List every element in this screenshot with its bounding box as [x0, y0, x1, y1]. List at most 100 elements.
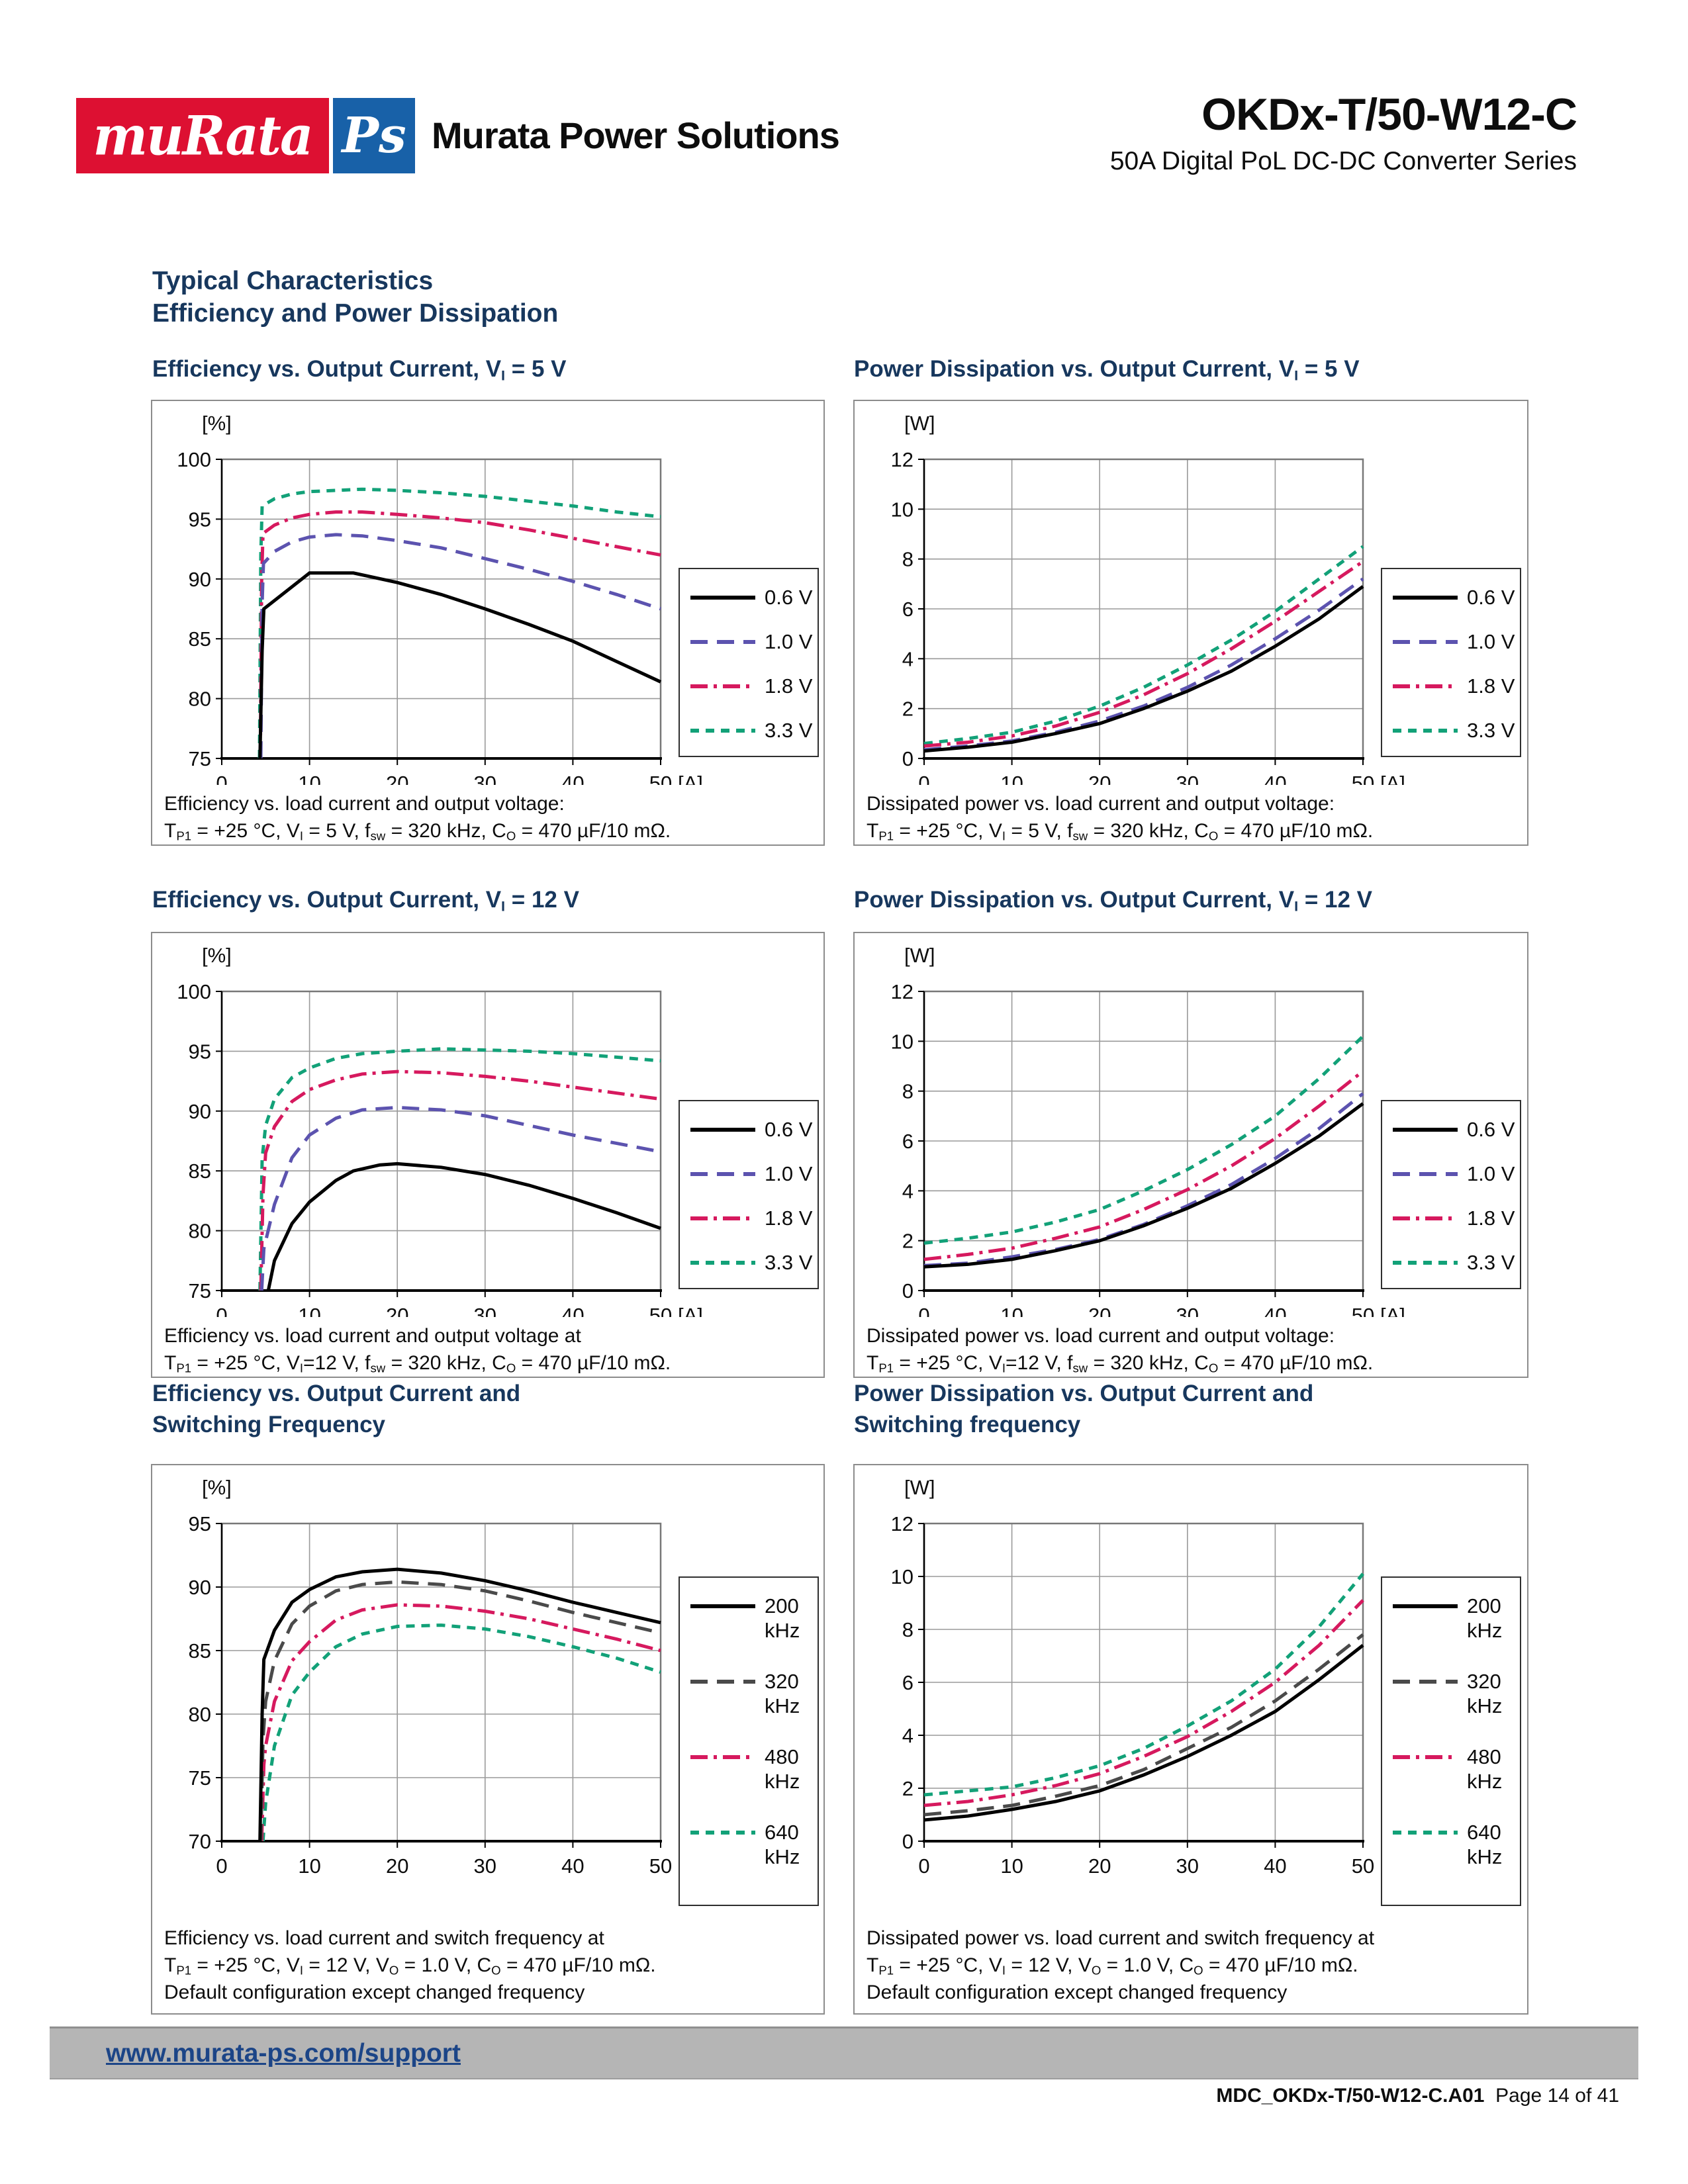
chart-panel-eff-12v: 75 80 85 90 95 100 0 10 20 30 40 50 [A] [%] 0.6 V 1.0… — [151, 932, 825, 1378]
svg-text:4: 4 — [902, 647, 914, 670]
svg-text:0: 0 — [216, 772, 227, 785]
svg-text:100: 100 — [177, 980, 211, 1003]
chart-title-eff-5v: Efficiency vs. Output Current, VI = 5 V — [152, 356, 567, 384]
svg-text:[%]: [%] — [202, 412, 232, 435]
svg-text:2: 2 — [902, 1777, 914, 1800]
legend-item: 0.6 V — [1391, 1117, 1516, 1142]
chart-panel-pd-5v: 0 2 4 6 8 10 12 0 10 20 30 40 50 [A] [W] 0.6 V 1.0 V 1… — [853, 400, 1528, 846]
svg-text:2: 2 — [902, 698, 914, 721]
legend-label: 480 kHz — [765, 1745, 800, 1793]
legend-label: 1.0 V — [765, 630, 813, 653]
svg-text:8: 8 — [902, 548, 914, 571]
legend-item: 1.8 V — [1391, 1206, 1516, 1230]
svg-text:20: 20 — [1088, 1304, 1111, 1317]
legend-item: 1.8 V — [689, 1206, 814, 1230]
chart-legend: 200 kHz 320 kHz 480 kHz 640 kHz — [679, 1576, 819, 1906]
legend-label: 0.6 V — [765, 586, 813, 609]
svg-text:10: 10 — [298, 772, 320, 785]
svg-text:20: 20 — [386, 1854, 408, 1878]
svg-text:30: 30 — [474, 772, 496, 785]
svg-text:75: 75 — [189, 1279, 211, 1302]
legend-label: 1.0 V — [765, 1162, 813, 1185]
legend-label: 1.8 V — [765, 1206, 813, 1230]
legend-item: 3.3 V — [1391, 1250, 1516, 1275]
legend-item: 1.8 V — [1391, 674, 1516, 698]
legend-item: 3.3 V — [1391, 718, 1516, 743]
footer-page-number: Page 14 of 41 — [1495, 2085, 1619, 2107]
legend-line-sample — [1393, 1755, 1458, 1759]
legend-item: 3.3 V — [689, 1250, 814, 1275]
svg-text:50: 50 — [649, 1304, 672, 1317]
chart-caption: Dissipated power vs. load current and ou… — [867, 793, 1374, 843]
svg-text:80: 80 — [189, 1220, 211, 1243]
svg-text:85: 85 — [189, 1160, 211, 1183]
legend-line-sample — [1393, 595, 1458, 600]
svg-text:40: 40 — [1264, 772, 1286, 785]
svg-text:6: 6 — [902, 1130, 914, 1153]
svg-text:100: 100 — [177, 448, 211, 471]
legend-item: 0.6 V — [689, 1117, 814, 1142]
svg-text:85: 85 — [189, 627, 211, 651]
svg-text:40: 40 — [1264, 1854, 1286, 1878]
chart-legend: 0.6 V 1.0 V 1.8 V 3.3 V — [679, 1100, 819, 1289]
legend-line-sample — [690, 1171, 755, 1176]
svg-text:[A]: [A] — [1380, 772, 1405, 785]
legend-line-sample — [690, 1127, 755, 1132]
legend-item: 1.0 V — [1391, 629, 1516, 654]
svg-text:[A]: [A] — [1380, 1304, 1405, 1317]
svg-text:10: 10 — [298, 1854, 320, 1878]
legend-label: 0.6 V — [765, 1118, 813, 1141]
legend-label: 0.6 V — [1467, 586, 1515, 609]
svg-text:30: 30 — [1176, 772, 1199, 785]
svg-text:2: 2 — [902, 1230, 914, 1253]
legend-item: 200 kHz — [1391, 1594, 1516, 1643]
legend-line-sample — [1393, 639, 1458, 644]
legend-item: 320 kHz — [1391, 1669, 1516, 1718]
legend-label: 200 kHz — [1467, 1594, 1503, 1642]
svg-text:50: 50 — [1352, 772, 1374, 785]
svg-text:95: 95 — [189, 1040, 211, 1063]
legend-line-sample — [1393, 1127, 1458, 1132]
legend-line-sample — [690, 1260, 755, 1265]
chart-panel-eff-5v: 75 80 85 90 95 100 0 10 20 30 40 50 [A] [%] 0.6 V 1.0… — [151, 400, 825, 846]
chart-plot: 75 80 85 90 95 100 0 10 20 30 40 50 [A] [%] — [177, 944, 703, 1317]
chart-caption: Efficiency vs. load current and output v… — [164, 1325, 671, 1375]
chart-title-pd-12v: Power Dissipation vs. Output Current, VI… — [854, 887, 1373, 915]
footer-bar: www.murata-ps.com/support — [50, 2026, 1638, 2079]
svg-text:0: 0 — [902, 747, 914, 770]
legend-label: 1.8 V — [765, 674, 813, 698]
legend-label: 200 kHz — [765, 1594, 800, 1642]
legend-line-sample — [690, 1680, 755, 1684]
svg-text:50: 50 — [1352, 1854, 1374, 1878]
chart-title-eff-12v: Efficiency vs. Output Current, VI = 12 V — [152, 887, 579, 915]
support-link[interactable]: www.murata-ps.com/support — [106, 2039, 461, 2068]
company-name: Murata Power Solutions — [432, 114, 840, 156]
svg-text:90: 90 — [189, 568, 211, 591]
svg-text:10: 10 — [891, 498, 914, 521]
legend-line-sample — [690, 639, 755, 644]
legend-item: 640 kHz — [1391, 1820, 1516, 1869]
chart-caption: Efficiency vs. load current and output v… — [164, 793, 671, 843]
legend-item: 480 kHz — [1391, 1745, 1516, 1794]
legend-item: 0.6 V — [1391, 585, 1516, 610]
svg-text:[W]: [W] — [904, 944, 935, 967]
legend-label: 3.3 V — [765, 1251, 813, 1274]
legend-line-sample — [1393, 684, 1458, 688]
chart-caption: Efficiency vs. load current and switch f… — [164, 1927, 656, 2003]
svg-text:0: 0 — [918, 1304, 929, 1317]
legend-label: 1.0 V — [1467, 1162, 1515, 1185]
legend-line-sample — [690, 1755, 755, 1759]
legend-line-sample — [1393, 1216, 1458, 1220]
legend-line-sample — [690, 1831, 755, 1835]
chart-panel-pd-12v: 0 2 4 6 8 10 12 0 10 20 30 40 50 [A] [W] 0.6 V 1.0 V 1… — [853, 932, 1528, 1378]
legend-line-sample — [1393, 1680, 1458, 1684]
chart-caption: Dissipated power vs. load current and ou… — [867, 1325, 1374, 1375]
chart-title-eff-freq: Efficiency vs. Output Current and Switchi… — [152, 1381, 521, 1437]
footer-doc-info: MDC_OKDx-T/50-W12-C.A01 Page 14 of 41 — [1216, 2085, 1619, 2107]
svg-text:6: 6 — [902, 1671, 914, 1694]
legend-label: 1.8 V — [1467, 674, 1515, 698]
legend-item: 320 kHz — [689, 1669, 814, 1718]
